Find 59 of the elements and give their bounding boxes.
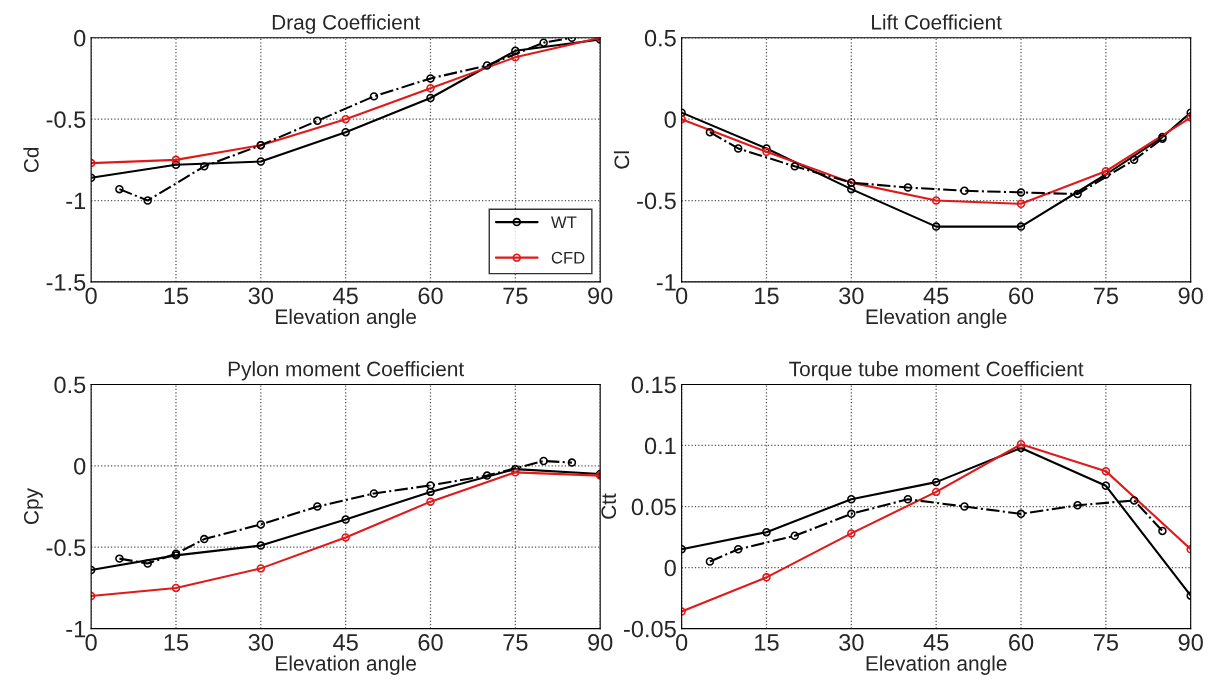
y-tick-label: -1 (66, 192, 86, 210)
x-tick-label: 90 (1178, 634, 1203, 651)
x-tick-label: 30 (839, 634, 864, 651)
x-tick-label: 90 (588, 634, 613, 651)
x-tick-label: 90 (1178, 287, 1203, 305)
legend-label: WT (551, 216, 577, 228)
x-tick-label: 0 (85, 634, 97, 651)
chart-title: Lift Coefficient (872, 14, 1002, 30)
x-tick-label: 90 (588, 287, 613, 305)
y-tick-label: 0 (74, 457, 86, 475)
x-tick-label: 60 (418, 287, 443, 305)
y-tick-label: -0.5 (637, 192, 676, 210)
x-axis-title: Elevation angle (866, 655, 1007, 675)
x-tick-label: 75 (1093, 634, 1118, 651)
chart-title: Drag Coefficient (272, 14, 421, 34)
y-tick-label: 0.1 (644, 437, 676, 455)
x-tick-label: 45 (923, 287, 949, 305)
x-tick-label: 75 (503, 634, 528, 651)
y-tick-label: -1 (656, 274, 676, 291)
y-tick-label: -0.5 (46, 111, 86, 128)
x-axis-title: Elevation angle (276, 308, 416, 329)
x-tick-label: 60 (1009, 634, 1034, 651)
y-axis-title: Cd (23, 147, 39, 173)
chart-title: Pylon moment Coefficient (228, 361, 465, 381)
y-tick-label: -1.5 (46, 274, 86, 291)
x-tick-label: 75 (1093, 287, 1118, 305)
y-axis-title: Ctt (601, 493, 617, 519)
y-tick-label: 0.5 (644, 29, 676, 47)
y-tick-label: 0.15 (631, 376, 676, 394)
y-axis-title: Cpy (23, 488, 43, 524)
y-tick-label: 0 (664, 111, 676, 128)
y-tick-label: 0 (664, 559, 676, 577)
x-tick-label: 0 (675, 287, 688, 305)
x-tick-label: 60 (418, 634, 443, 651)
x-axis-title: Elevation angle (276, 655, 416, 675)
x-tick-label: 60 (1009, 287, 1034, 305)
x-tick-label: 75 (503, 287, 528, 305)
legend-label: CFD (551, 251, 585, 264)
y-tick-label: 0 (74, 29, 86, 47)
y-tick-label: 0.5 (54, 376, 86, 394)
x-tick-label: 45 (333, 634, 358, 651)
y-tick-label: -0.5 (46, 539, 86, 557)
y-axis-title: Cl (613, 151, 630, 169)
chart-title: Torque tube moment Coefficient (789, 361, 1084, 381)
x-tick-label: 30 (839, 287, 864, 305)
x-tick-label: 45 (923, 634, 949, 651)
y-tick-label: -0.05 (624, 620, 676, 638)
x-tick-label: 0 (675, 634, 688, 651)
x-tick-label: 45 (333, 287, 358, 305)
x-tick-label: 15 (164, 634, 189, 651)
y-tick-label: -1 (66, 620, 86, 638)
x-tick-label: 15 (755, 287, 779, 305)
x-tick-label: 15 (755, 634, 779, 651)
y-tick-label: 0.05 (631, 498, 676, 516)
x-tick-label: 30 (248, 634, 274, 651)
x-axis-title: Elevation angle (866, 308, 1007, 329)
x-tick-label: 0 (85, 287, 97, 305)
x-tick-label: 30 (248, 287, 274, 305)
x-tick-label: 15 (164, 287, 189, 305)
